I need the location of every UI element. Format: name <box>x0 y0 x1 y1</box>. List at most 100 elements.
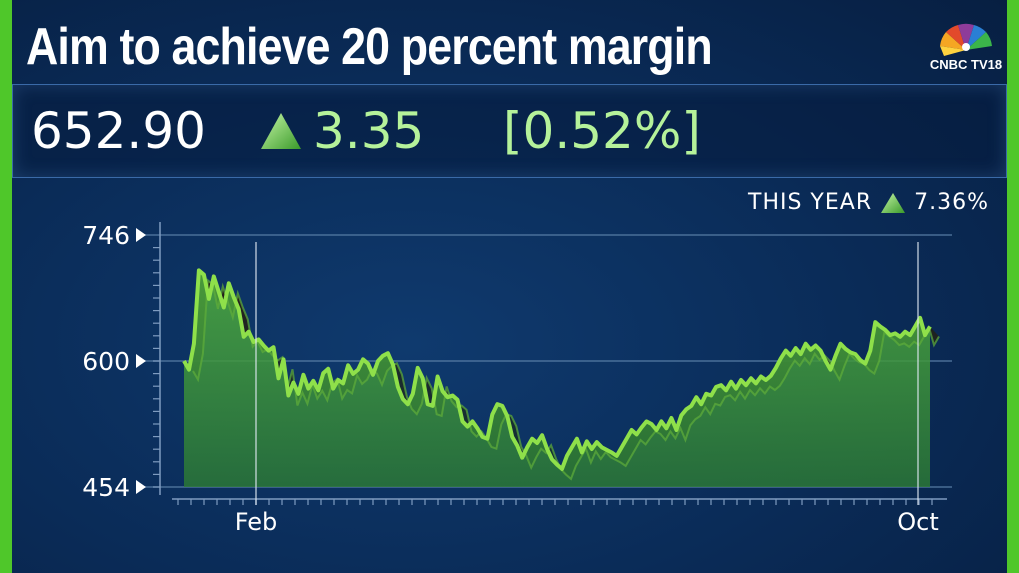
data-point <box>865 363 867 365</box>
data-point <box>243 336 245 338</box>
series-line <box>182 268 932 471</box>
data-point <box>700 403 702 405</box>
data-point <box>606 449 608 451</box>
data-point <box>611 452 613 454</box>
data-point <box>362 359 364 361</box>
data-point <box>303 374 305 376</box>
data-point <box>507 415 509 417</box>
up-triangle-icon <box>261 113 301 149</box>
data-point <box>561 468 563 470</box>
data-point <box>929 326 931 328</box>
data-point <box>840 343 842 345</box>
data-point <box>233 296 235 298</box>
data-point <box>497 403 499 405</box>
data-point <box>238 308 240 310</box>
data-point <box>909 334 911 336</box>
ytick-pointer-icon <box>136 480 146 494</box>
data-point <box>641 427 643 429</box>
data-point <box>894 333 896 335</box>
data-point <box>193 343 195 345</box>
data-point <box>218 291 220 293</box>
ytick-label-746: 746 <box>82 221 130 250</box>
data-point <box>502 405 504 407</box>
ytd-value: 7.36% <box>914 190 989 215</box>
data-point <box>183 360 185 362</box>
data-point <box>347 365 349 367</box>
data-point <box>467 426 469 428</box>
data-point <box>258 339 260 341</box>
data-point <box>298 393 300 395</box>
data-point <box>795 347 797 349</box>
data-point <box>337 379 339 381</box>
data-point <box>268 350 270 352</box>
data-point <box>228 283 230 285</box>
series-ribbon-edge <box>192 278 940 481</box>
data-point <box>775 367 777 369</box>
data-point <box>417 367 419 369</box>
data-point <box>516 445 518 447</box>
data-point <box>681 415 683 417</box>
data-point <box>407 403 409 405</box>
data-point <box>646 421 648 423</box>
data-point <box>651 423 653 425</box>
data-point <box>616 455 618 457</box>
data-point <box>323 372 325 374</box>
data-point <box>780 358 782 360</box>
data-point <box>278 378 280 380</box>
data-point <box>511 436 513 438</box>
data-point <box>372 374 374 376</box>
ytick-pointer-icon <box>136 354 146 368</box>
data-point <box>805 343 807 345</box>
change-percent: [0.52%] <box>503 102 701 160</box>
quote-bar: 652.90 3.35 [0.52%] <box>12 84 1007 178</box>
data-point <box>715 386 717 388</box>
change-value: 3.35 <box>313 102 425 160</box>
data-point <box>755 383 757 385</box>
data-point <box>621 447 623 449</box>
data-point <box>427 403 429 405</box>
data-point <box>691 405 693 407</box>
data-point <box>487 438 489 440</box>
data-point <box>482 436 484 438</box>
ytick-label-454: 454 <box>82 473 130 502</box>
data-point <box>253 341 255 343</box>
logo-text: CNBC TV18 <box>929 57 1003 72</box>
data-point <box>352 373 354 375</box>
data-point <box>208 298 210 300</box>
data-point <box>656 429 658 431</box>
data-point <box>815 345 817 347</box>
data-point <box>730 381 732 383</box>
series-area <box>184 270 930 487</box>
chart-axes <box>153 222 947 505</box>
data-point <box>626 438 628 440</box>
data-point <box>914 326 916 328</box>
data-point <box>273 346 275 348</box>
data-point <box>790 355 792 357</box>
data-point <box>924 334 926 336</box>
data-point <box>447 396 449 398</box>
data-point <box>785 350 787 352</box>
data-point <box>850 352 852 354</box>
data-point <box>666 428 668 430</box>
data-point <box>571 447 573 449</box>
data-point <box>551 459 553 461</box>
data-point <box>477 428 479 430</box>
data-point <box>576 438 578 440</box>
data-point <box>820 350 822 352</box>
data-point <box>845 348 847 350</box>
data-point <box>318 390 320 392</box>
data-point <box>631 429 633 431</box>
data-point <box>332 388 334 390</box>
data-point <box>740 379 742 381</box>
data-point <box>213 276 215 278</box>
data-point <box>750 378 752 380</box>
data-point <box>686 409 688 411</box>
data-point <box>308 388 310 390</box>
data-point <box>919 317 921 319</box>
data-point <box>313 380 315 382</box>
data-point <box>596 441 598 443</box>
data-point <box>725 390 727 392</box>
ytd-up-triangle-icon <box>881 192 906 213</box>
data-point <box>492 414 494 416</box>
data-point <box>904 331 906 333</box>
